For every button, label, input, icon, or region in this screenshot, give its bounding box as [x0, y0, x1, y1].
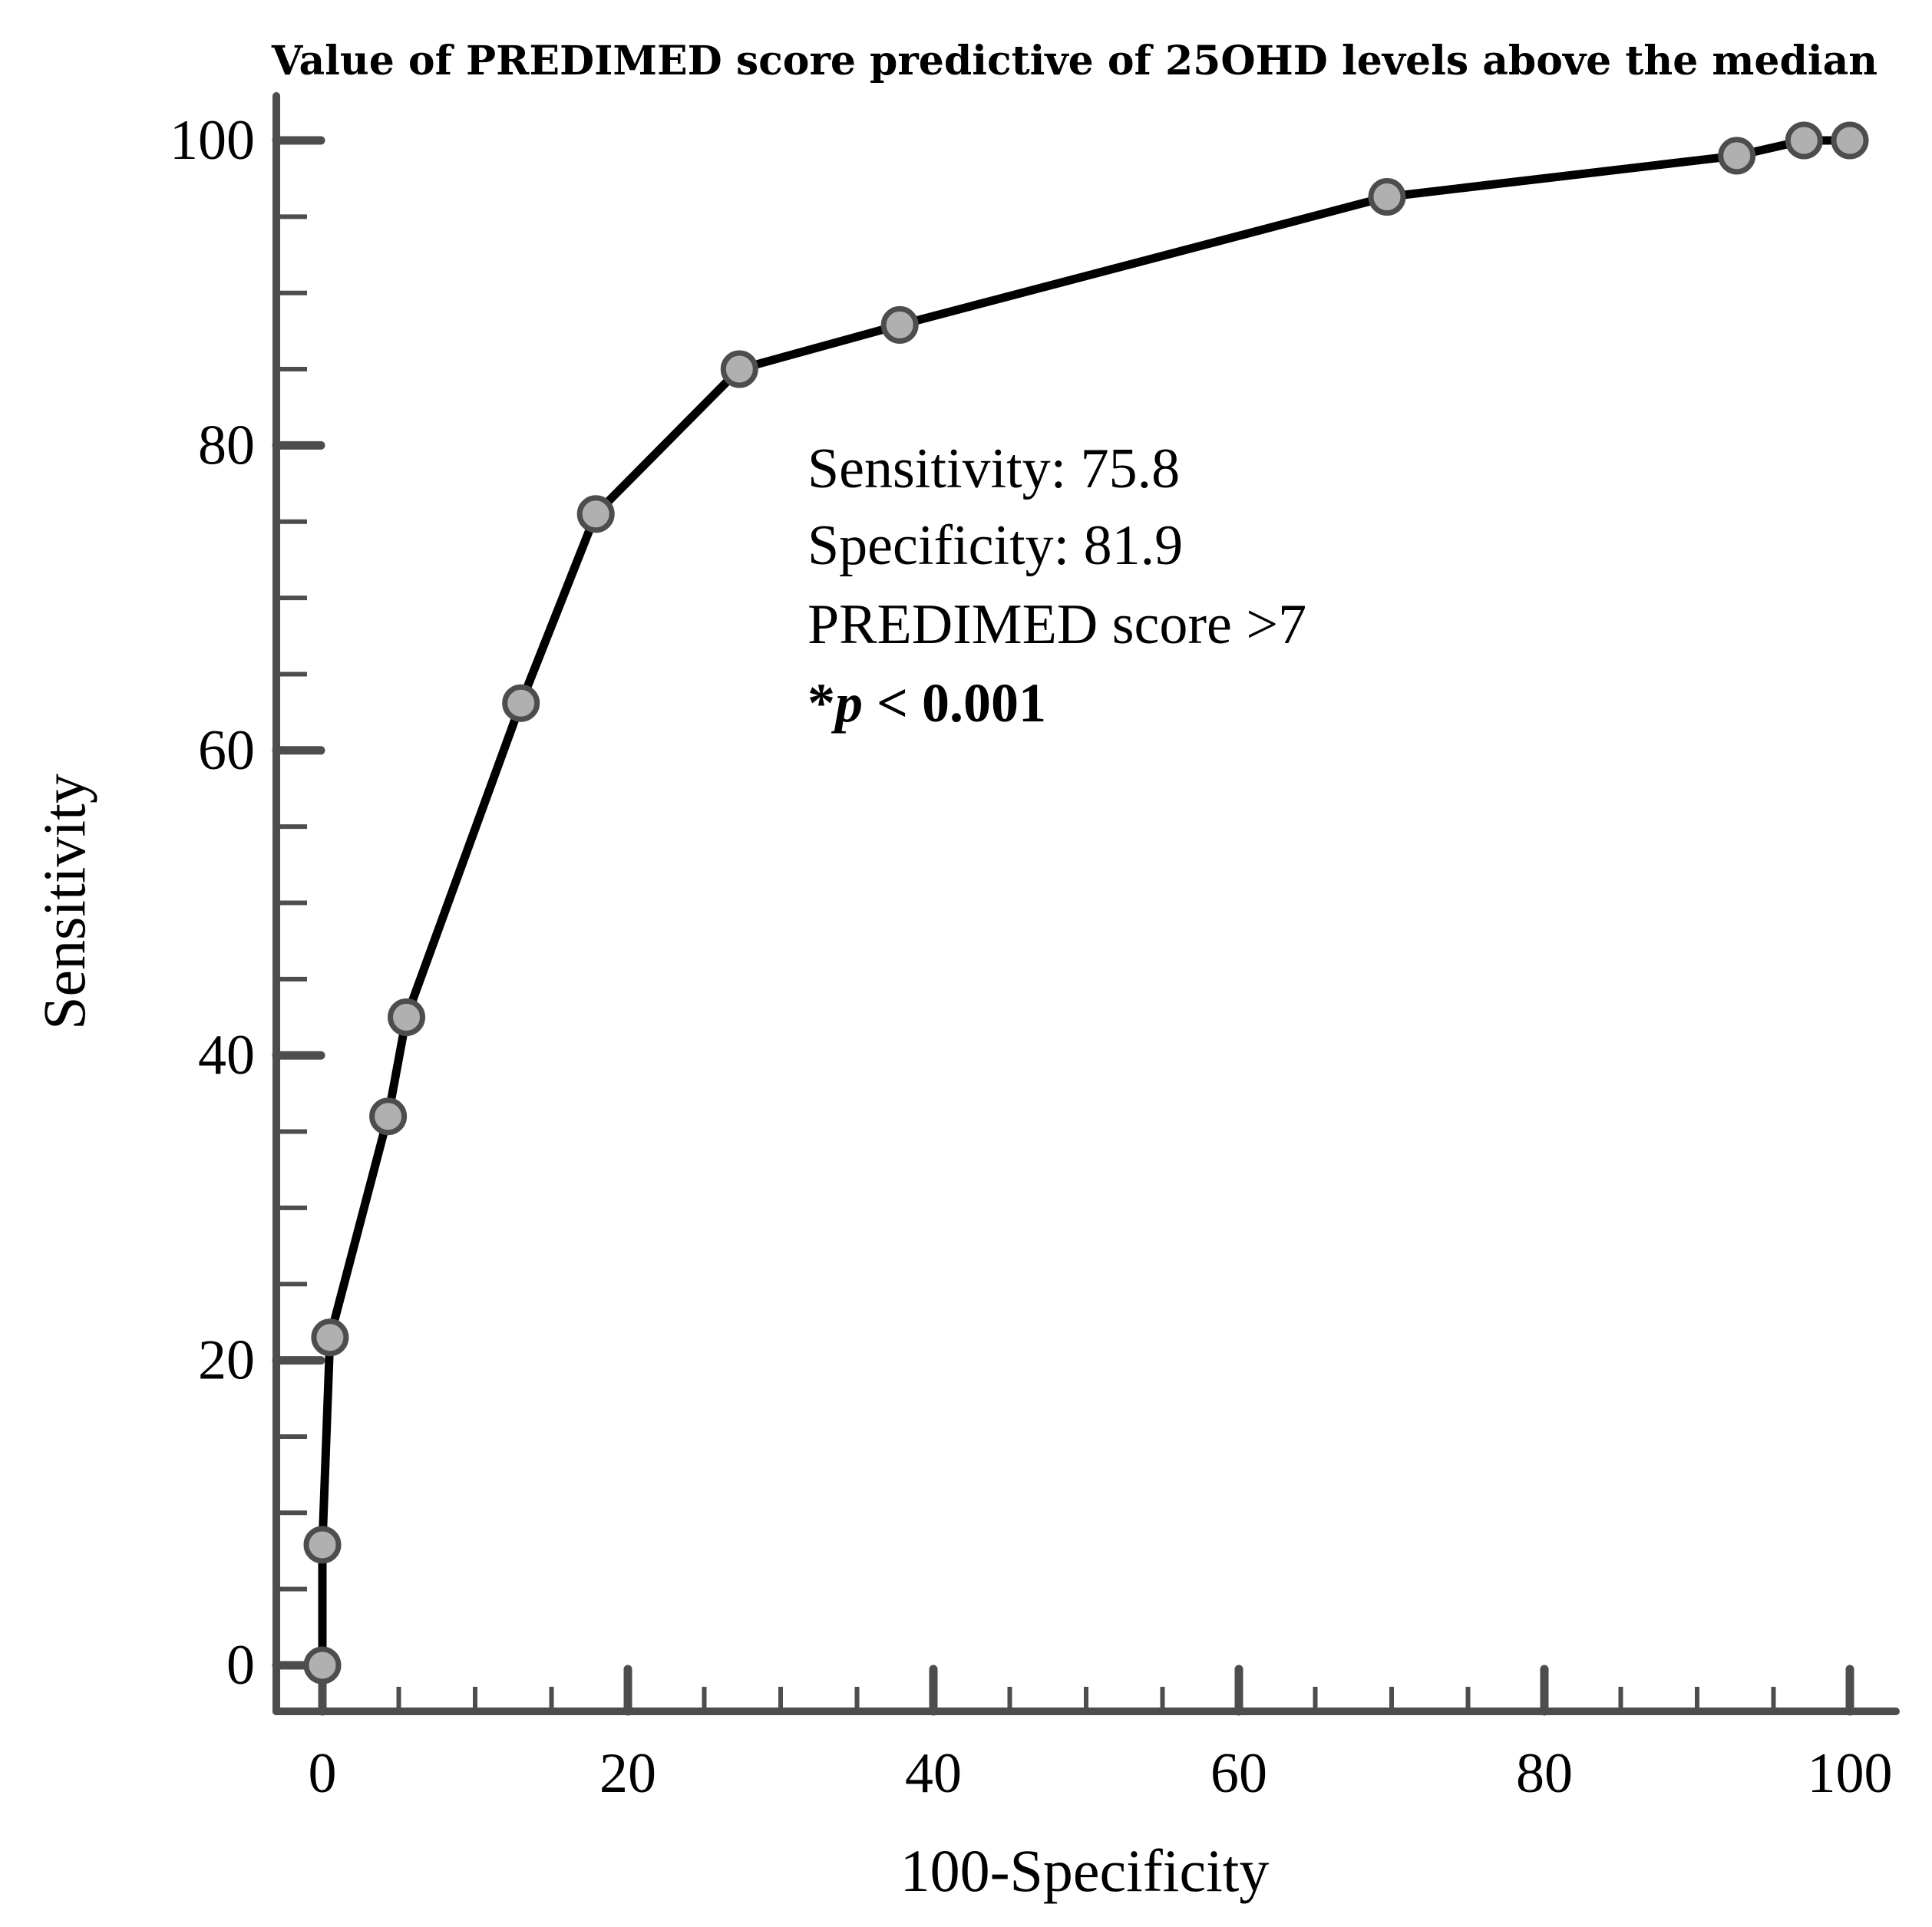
y-tick-label: 100 [170, 109, 255, 172]
annotation-specificity: Specificity: 81.9 [807, 514, 1183, 577]
roc-curve-line [318, 136, 1854, 1670]
roc-point [720, 350, 758, 388]
annotation-cutoff: PREDIMED score >7 [807, 593, 1306, 656]
x-tick-label: 60 [1210, 1742, 1267, 1805]
roc-point [303, 1646, 342, 1684]
p-symbol: p [831, 672, 863, 734]
roc-point [1718, 137, 1756, 175]
tick-labels: 0 20 40 60 80 100 0 20 40 60 80 100 [170, 109, 1893, 1805]
roc-point [311, 1318, 349, 1357]
ticks [272, 136, 1854, 1716]
x-tick-label: 0 [309, 1742, 337, 1805]
roc-point [388, 998, 425, 1036]
roc-point [1831, 121, 1869, 160]
y-tick-label: 80 [198, 414, 255, 477]
y-tick-label: 20 [198, 1329, 255, 1392]
annotation-p-value: *p < 0.001 [807, 672, 1046, 734]
y-axis-title: Sensitivity [31, 774, 97, 1030]
roc-point [303, 1526, 342, 1564]
chart-title: Value of PREDIMED score predictive of 25… [271, 38, 1878, 84]
series-group [303, 121, 1869, 1684]
roc-point [576, 495, 615, 533]
annotation-block: Sensitivity: 75.8 Specificity: 81.9 PRED… [807, 437, 1306, 734]
roc-point [1785, 121, 1823, 160]
p-threshold: < 0.001 [863, 672, 1046, 734]
y-tick-label: 40 [198, 1024, 255, 1087]
roc-point [1368, 178, 1406, 216]
x-tick-label: 100 [1808, 1742, 1893, 1805]
roc-point [880, 305, 919, 344]
roc-point [502, 684, 540, 722]
x-tick-label: 20 [599, 1742, 656, 1805]
x-tick-label: 80 [1516, 1742, 1573, 1805]
y-tick-label: 60 [198, 719, 255, 782]
x-axis-title: 100-Specificity [900, 1837, 1270, 1904]
axes [272, 92, 1900, 1715]
y-tick-label: 0 [226, 1634, 255, 1697]
x-tick-label: 40 [905, 1742, 962, 1805]
p-star: * [807, 672, 835, 734]
annotation-sensitivity: Sensitivity: 75.8 [807, 437, 1180, 500]
roc-point [369, 1097, 408, 1136]
